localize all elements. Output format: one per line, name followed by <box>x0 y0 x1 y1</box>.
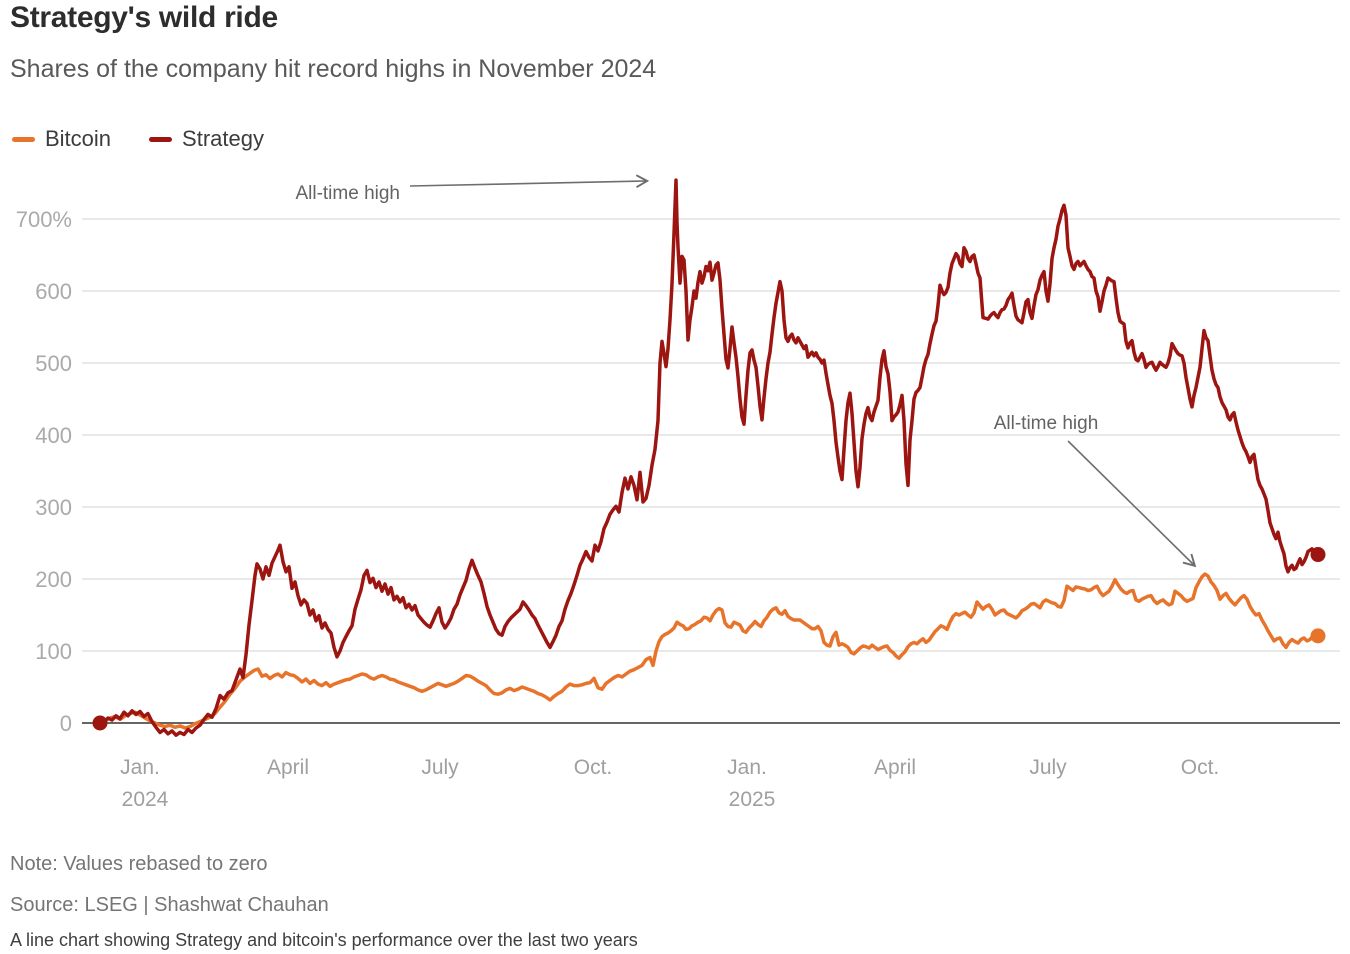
bitcoin-line-swatch <box>12 136 35 142</box>
annotation-arrow-strategy-ath <box>409 174 650 189</box>
x-tick-label: Oct. <box>574 756 613 779</box>
x-tick-label: July <box>421 756 459 779</box>
end-dot-bitcoin <box>1310 628 1326 644</box>
x-tick-label: July <box>1029 756 1067 779</box>
x-tick-year-label: 2024 <box>122 788 169 811</box>
page-title: Strategy's wild ride <box>10 1 278 34</box>
strategy-line-swatch <box>149 136 173 142</box>
x-tick-label: April <box>267 756 309 779</box>
legend-label-bitcoin: Bitcoin <box>45 126 112 151</box>
y-tick-label: 100 <box>35 639 72 664</box>
y-tick-label: 500 <box>35 351 72 376</box>
end-dot-strategy <box>1310 547 1326 563</box>
annotation-text-bitcoin-ath: All-time high <box>994 413 1099 434</box>
x-tick-label: Jan. <box>120 756 160 779</box>
legend: Bitcoin Strategy <box>12 126 264 152</box>
x-tick-label: Oct. <box>1181 756 1220 779</box>
chart-subtitle: Shares of the company hit record highs i… <box>10 55 657 83</box>
annotation-strategy-ath: All-time high <box>295 174 650 204</box>
annotation-arrow-bitcoin-ath <box>1067 440 1197 568</box>
y-tick-label: 0 <box>60 711 72 736</box>
y-tick-label: 200 <box>35 567 72 592</box>
series-line-strategy <box>98 178 1320 737</box>
start-dot-strategy <box>92 715 108 731</box>
legend-item-bitcoin: Bitcoin <box>12 126 111 152</box>
x-tick-label: Jan. <box>727 756 767 779</box>
legend-label-strategy: Strategy <box>182 126 264 151</box>
y-tick-label: 700% <box>16 207 72 232</box>
chart-source: Source: LSEG | Shashwat Chauhan <box>10 894 329 916</box>
x-tick-label: April <box>874 756 916 779</box>
series-layer <box>92 178 1326 737</box>
x-tick-year-label: 2025 <box>729 788 776 811</box>
annotation-bitcoin-ath: All-time high <box>994 413 1197 568</box>
grid-layer: 0 100 200 300 400 500 600 700% Jan. 2024 April July… <box>16 207 1340 811</box>
chart-alt-text: A line chart showing Strategy and bitcoi… <box>10 930 638 950</box>
legend-item-strategy: Strategy <box>149 126 264 152</box>
annotation-text-strategy-ath: All-time high <box>295 183 400 204</box>
chart-note: Note: Values rebased to zero <box>10 853 268 875</box>
y-tick-label: 600 <box>35 279 72 304</box>
y-tick-label: 400 <box>35 423 72 448</box>
series-line-bitcoin <box>98 572 1320 730</box>
y-tick-label: 300 <box>35 495 72 520</box>
